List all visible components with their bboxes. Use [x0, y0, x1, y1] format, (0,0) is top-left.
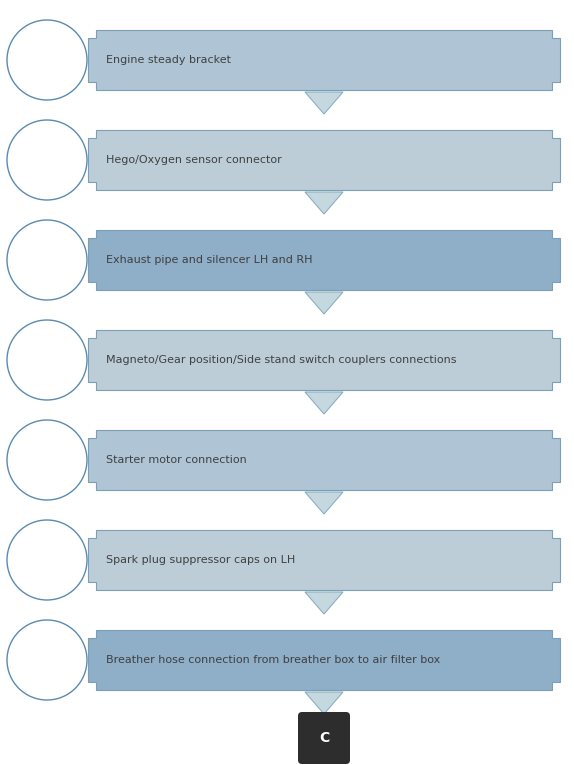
Polygon shape: [305, 192, 343, 214]
Polygon shape: [88, 330, 560, 390]
Polygon shape: [305, 692, 343, 714]
Polygon shape: [88, 530, 560, 590]
Text: Exhaust pipe and silencer LH and RH: Exhaust pipe and silencer LH and RH: [106, 255, 312, 265]
Polygon shape: [88, 630, 560, 690]
Polygon shape: [88, 230, 560, 290]
Text: Engine steady bracket: Engine steady bracket: [106, 55, 231, 65]
Polygon shape: [88, 130, 560, 190]
Polygon shape: [305, 392, 343, 414]
Text: Magneto/Gear position/Side stand switch couplers connections: Magneto/Gear position/Side stand switch …: [106, 355, 456, 365]
Text: C: C: [319, 731, 329, 745]
Polygon shape: [88, 430, 560, 490]
Polygon shape: [305, 492, 343, 514]
Polygon shape: [305, 592, 343, 614]
Polygon shape: [305, 292, 343, 314]
FancyBboxPatch shape: [298, 712, 350, 764]
Text: Starter motor connection: Starter motor connection: [106, 455, 247, 465]
Text: Hego/Oxygen sensor connector: Hego/Oxygen sensor connector: [106, 155, 282, 165]
Text: Breather hose connection from breather box to air filter box: Breather hose connection from breather b…: [106, 655, 440, 665]
Polygon shape: [305, 92, 343, 114]
Text: Spark plug suppressor caps on LH: Spark plug suppressor caps on LH: [106, 555, 295, 565]
Polygon shape: [88, 30, 560, 90]
